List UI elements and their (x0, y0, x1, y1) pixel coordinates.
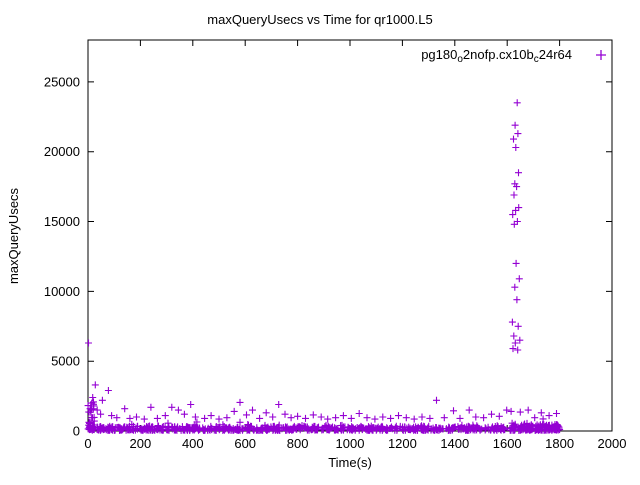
y-tick-label: 15000 (44, 214, 80, 229)
data-points (84, 99, 564, 434)
x-tick-label: 0 (84, 436, 91, 451)
y-tick-label: 5000 (51, 354, 80, 369)
x-tick-label: 600 (234, 436, 256, 451)
y-tick-label: 25000 (44, 74, 80, 89)
x-tick-label: 800 (287, 436, 309, 451)
y-tick-label: 10000 (44, 284, 80, 299)
x-tick-label: 2000 (598, 436, 627, 451)
y-tick-label: 0 (73, 424, 80, 439)
y-axis-label: maxQueryUsecs (6, 187, 21, 284)
chart-title: maxQueryUsecs vs Time for qr1000.L5 (207, 12, 432, 27)
x-tick-label: 1000 (336, 436, 365, 451)
x-tick-label: 1400 (440, 436, 469, 451)
y-tick-label: 20000 (44, 144, 80, 159)
legend: pg180o2nofp.cx10bc24r64 (421, 47, 606, 65)
legend-marker (596, 50, 606, 60)
x-tick-label: 400 (182, 436, 204, 451)
scatter-points-path (84, 99, 564, 434)
x-axis-label: Time(s) (328, 455, 372, 470)
x-tick-label: 200 (130, 436, 152, 451)
tick-labels: 0 200 400 600 800 1000 1200 1400 1600 1800 2000050… (44, 74, 627, 451)
legend-label: pg180o2nofp.cx10bc24r64 (421, 47, 572, 65)
x-tick-label: 1200 (388, 436, 417, 451)
x-tick-label: 1800 (545, 436, 574, 451)
axes (87, 39, 613, 432)
x-tick-label: 1600 (493, 436, 522, 451)
